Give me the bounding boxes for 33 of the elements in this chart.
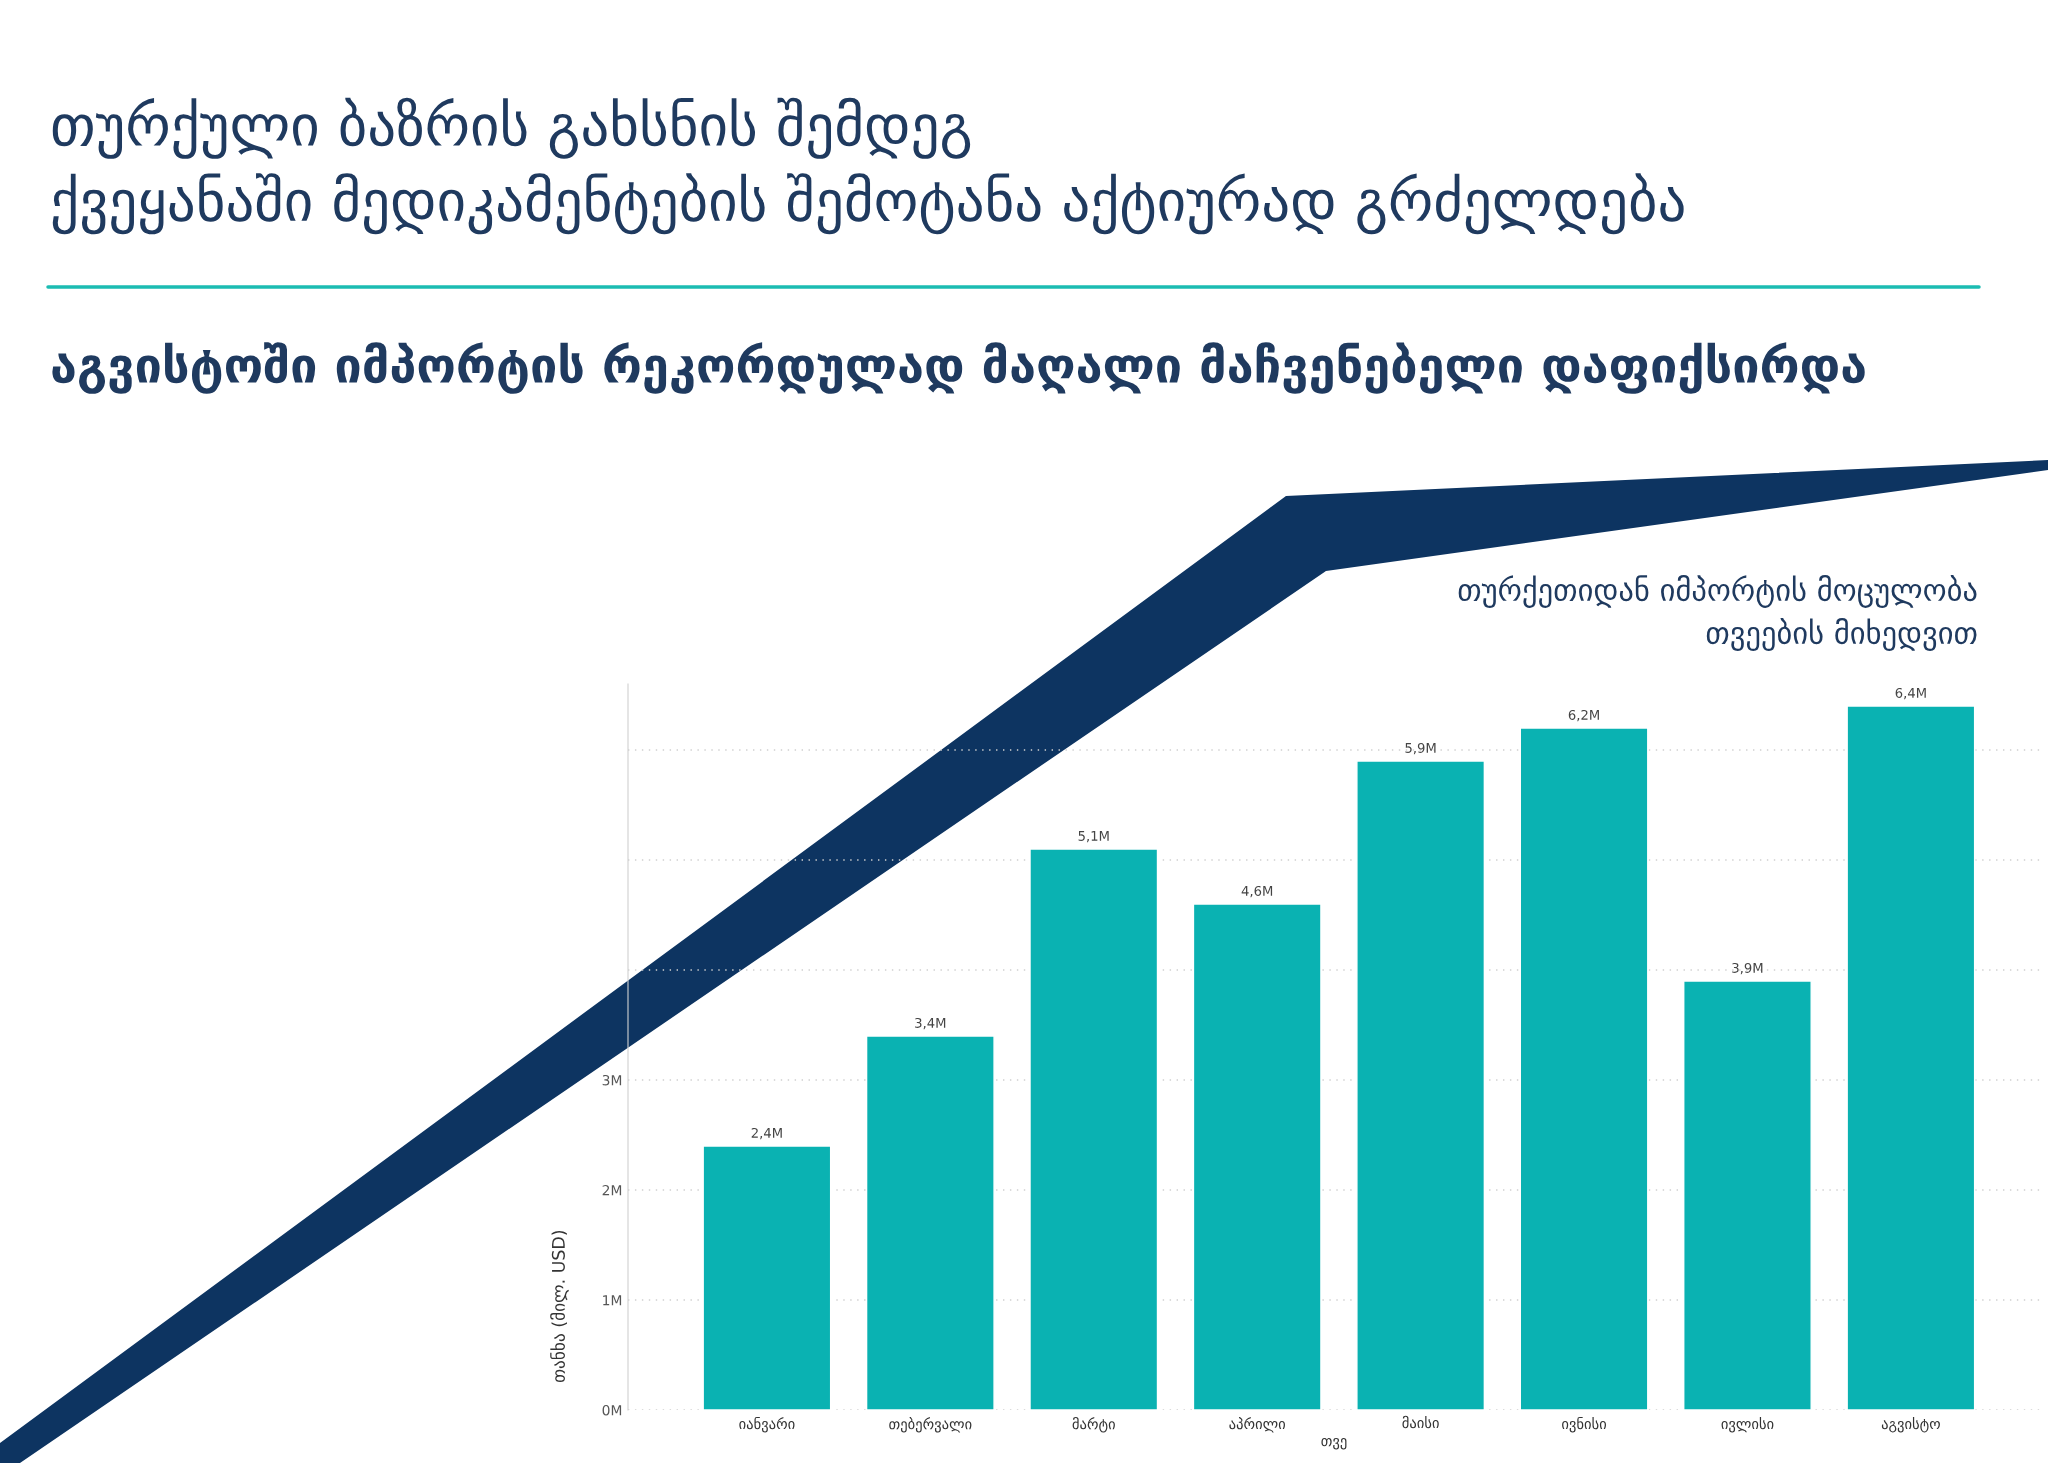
data-label: 5,9M: [1405, 742, 1436, 755]
bar: [702, 1145, 832, 1410]
x-tick-label: იანვარი: [739, 1416, 795, 1433]
x-tick-label: თებერვალი: [889, 1416, 972, 1433]
x-axis-title: თვე: [1321, 1438, 1347, 1450]
x-tick-label: აგვისტო: [1881, 1416, 1940, 1433]
data-label: 6,4M: [1895, 687, 1926, 700]
y-tick-label: 1M: [603, 1295, 622, 1306]
data-label: 6,2M: [1568, 709, 1599, 722]
chart-subtitle: აგვისტოში იმპორტის რეკორდულად მაღალი მაჩვენებელი დაფიქსირდა: [52, 342, 1865, 394]
x-tick-label: ივლისი: [1721, 1416, 1774, 1433]
bar: [1683, 980, 1812, 1410]
bar: [1846, 705, 1976, 1410]
y-tick-label: 3M: [602, 1074, 622, 1086]
bar: [1029, 848, 1159, 1410]
text: თურქეთიდან იმპორტის მოცულობა თვეების მიხედვით: [1458, 575, 1977, 651]
bar: [865, 1035, 995, 1410]
y-tick-label: 0M: [602, 1404, 622, 1416]
bar: [1192, 903, 1322, 1410]
x-tick-label: აპრილი: [1229, 1416, 1285, 1433]
data-label: 3,9M: [1732, 962, 1763, 975]
y-tick-label: 2M: [602, 1184, 622, 1196]
x-tick-label: მაისი: [1402, 1415, 1439, 1429]
bar: [1519, 727, 1649, 1410]
data-label: 5,1M: [1078, 831, 1109, 843]
x-tick-label: მარტი: [1072, 1416, 1115, 1433]
chart-title: თურქული ბაზრის გახსნის შემდეგ ქვეყანაში მედიკამენტების შემოტანა აქტიურად გრძელდება: [52, 97, 1684, 235]
bar: [1356, 760, 1486, 1410]
y-axis-title: თანხა (მილ. USD): [550, 1230, 569, 1383]
data-label: 4,6M: [1241, 885, 1273, 898]
data-label: 2,4M: [751, 1127, 782, 1140]
x-tick-label: ივნისი: [1562, 1416, 1607, 1433]
data-label: 3,4M: [915, 1017, 946, 1030]
